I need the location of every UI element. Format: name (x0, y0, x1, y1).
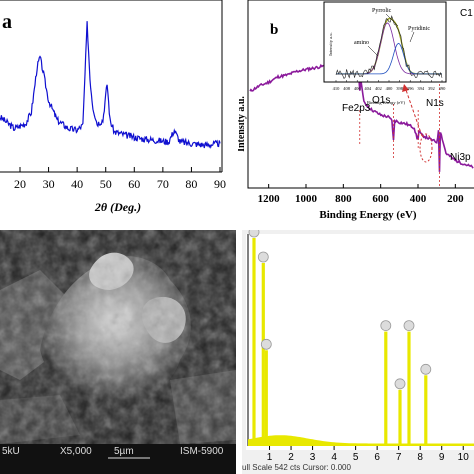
eds-peak-bar (407, 331, 411, 446)
eds-x-tick-label: 2 (288, 452, 294, 463)
peak-label-n1s: N1s (426, 98, 444, 109)
panel-b-xps: Intensity a.u. 1200 1000 800 600 400 200 b Bi… (238, 0, 474, 222)
eds-chart: 1 2 3 4 5 6 7 8 9 10 ull Scale 542 cts Cursor: 0.… (242, 230, 474, 472)
inset-pointer-pyrrolic (385, 13, 399, 27)
xrd-x-axis-label: 2θ (Deg.) (94, 200, 141, 214)
inset-label-pyrrolic: Pyrrolic (372, 8, 392, 14)
eds-peak-marker (260, 338, 272, 350)
inset-x-tick-label: 400 (386, 86, 394, 91)
n1s-inset: Intensity a.u. 410 408 406 404 402 400 398 396 3… (323, 1, 447, 105)
inset-x-tick-label: 398 (396, 86, 404, 91)
panel-d-eds: 1 2 3 4 5 6 7 8 9 10 ull Scale 542 cts Cursor: 0.… (242, 230, 474, 474)
xrd-x-tick-label: 50 (100, 177, 112, 191)
xrd-x-tick-label: 80 (185, 177, 197, 191)
sem-scale-length: 5µm (114, 446, 134, 457)
inset-x-tick-label: 404 (364, 86, 372, 91)
xrd-x-tick-label: 30 (43, 177, 55, 191)
xrd-x-tick-label: 40 (71, 177, 83, 191)
sem-texture-overlay (0, 230, 236, 444)
xrd-x-tick-label: 90 (214, 177, 226, 191)
xrd-x-tick-label: 20 (14, 177, 26, 191)
eds-x-tick-label: 8 (417, 452, 423, 463)
panel-a-xrd: 20 30 40 50 60 70 80 90 a 2θ (Deg.) (0, 0, 238, 222)
xps-chart: Intensity a.u. 1200 1000 800 600 400 200 b Bi… (238, 0, 474, 221)
peak-label-c1: C1 (460, 8, 473, 19)
eds-peak-bar (384, 331, 388, 446)
eds-x-tick-label: 4 (331, 452, 337, 463)
eds-peak-bar (252, 238, 256, 446)
xps-x-axis-label: Binding Energy (eV) (319, 209, 417, 221)
panel-c-sem-image: 5kU X5,000 5µm ISM-5900 (0, 230, 236, 474)
xps-x-tick-label: 600 (372, 193, 389, 205)
n1s-arrow-head (402, 84, 409, 92)
eds-x-tick-label: 1 (267, 452, 273, 463)
eds-peak-marker (420, 363, 432, 375)
xrd-x-tick-label: 60 (128, 177, 140, 191)
xps-y-axis-label: Intensity a.u. (238, 96, 247, 152)
panel-a-label: a (2, 11, 12, 33)
xrd-x-tick-label: 70 (157, 177, 169, 191)
inset-x-tick-label: 408 (343, 86, 351, 91)
sem-instrument: ISM-5900 (180, 446, 224, 457)
inset-label-pyridinic: Pyridinic (408, 26, 430, 32)
inset-x-tick-label: 402 (375, 86, 382, 91)
n1s-highlight-ellipse (419, 133, 433, 163)
inset-label-amino: amino (354, 40, 369, 46)
eds-peak-bar (264, 350, 268, 446)
panel-separator (0, 222, 474, 230)
eds-peak-marker (403, 320, 415, 331)
sem-voltage: 5kU (2, 446, 20, 457)
eds-x-tick-label: 3 (310, 452, 316, 463)
peak-label-o1s: O1s (372, 95, 390, 106)
eds-background-continuum (248, 435, 474, 446)
sem-magnification: X5,000 (60, 446, 92, 457)
peak-label-ni3p: Ni3p (450, 152, 471, 163)
xps-series-line (249, 61, 474, 172)
eds-peak-bar (261, 263, 265, 446)
inset-frame (323, 1, 447, 83)
eds-peak-marker (248, 230, 260, 238)
eds-footer: ull Scale 542 cts Cursor: 0.000 (242, 463, 351, 472)
inset-x-tick-label: 406 (354, 86, 362, 91)
eds-peak-bar (398, 389, 402, 446)
eds-peak-marker (257, 251, 269, 263)
xps-x-tick-label: 1200 (258, 193, 281, 205)
inset-raw-data (335, 15, 443, 80)
peak-label-fe2p3: Fe2p3 (342, 103, 371, 114)
xps-x-tick-label: 400 (410, 193, 427, 205)
xrd-chart: 20 30 40 50 60 70 80 90 a 2θ (Deg.) (0, 0, 226, 214)
inset-y-axis-label: Intensity a.u. (328, 32, 333, 55)
xps-x-tick-label: 200 (447, 193, 464, 205)
xps-x-tick-label: 1000 (295, 193, 318, 205)
eds-x-tick-label: 10 (458, 452, 470, 463)
inset-pointer-amino (367, 45, 379, 57)
sem-info-bar (0, 444, 236, 474)
sem-micrograph: 5kU X5,000 5µm ISM-5900 (0, 230, 236, 474)
inset-x-tick-label: 390 (439, 86, 447, 91)
inset-pointer-pyridinic (409, 31, 415, 43)
xps-x-tick-label: 800 (335, 193, 352, 205)
n1s-to-inset-arrow (405, 89, 423, 137)
inset-x-tick-label: 410 (333, 86, 341, 91)
inset-x-tick-label: 394 (417, 86, 425, 91)
inset-x-tick-label: 392 (428, 86, 435, 91)
eds-x-tick-label: 7 (396, 452, 402, 463)
eds-peak-marker (380, 320, 392, 331)
eds-x-tick-label: 5 (353, 452, 359, 463)
inset-x-axis-label: Binding Energy (eV) (367, 100, 405, 105)
xrd-series-line (0, 21, 221, 149)
eds-x-tick-label: 9 (439, 452, 445, 463)
panel-separator-vertical (236, 230, 242, 474)
eds-peak-bar (424, 375, 428, 446)
eds-x-tick-label: 6 (374, 452, 380, 463)
eds-peak-marker (394, 378, 406, 390)
xps-plot-frame (247, 0, 474, 189)
eds-plot-area (246, 234, 474, 450)
panel-b-label: b (270, 22, 278, 38)
inset-x-tick-label: 396 (407, 86, 415, 91)
